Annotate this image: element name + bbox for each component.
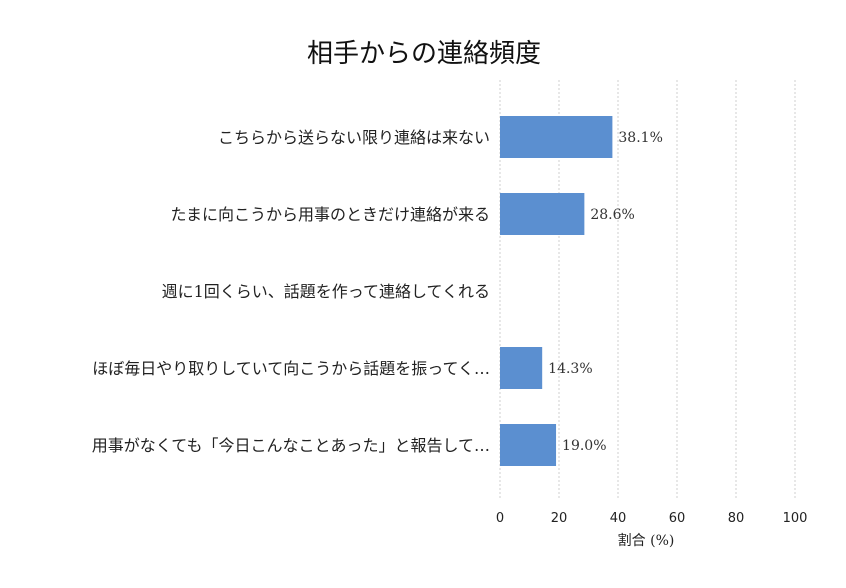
value-label-4: 14.3% <box>548 361 592 377</box>
category-label-3: 週に1回くらい、話題を作って連絡してくれる <box>162 282 490 301</box>
x-axis-label: 割合 (%) <box>618 532 675 549</box>
x-tick-label-100: 100 <box>783 511 808 526</box>
bars: 38.1% 28.6% 14.3% 19.0% <box>500 116 663 466</box>
bar-4 <box>500 347 543 389</box>
x-tick-label-40: 40 <box>610 511 627 526</box>
bar-1 <box>500 116 613 158</box>
x-tick-label-0: 0 <box>496 511 504 526</box>
x-tick-label-80: 80 <box>728 511 745 526</box>
category-label-1: こちらから送らない限り連絡は来ない <box>218 128 490 147</box>
category-label-5: 用事がなくても「今日こんなことあった」と報告して… <box>92 436 490 455</box>
x-tick-label-60: 60 <box>669 511 686 526</box>
value-label-5: 19.0% <box>562 438 606 454</box>
category-label-4: ほぼ毎日やり取りしていて向こうから話題を振ってく… <box>92 359 490 378</box>
category-label-2: たまに向こうから用事のときだけ連絡が来る <box>170 205 490 224</box>
bar-2 <box>500 193 585 235</box>
chart-title: 相手からの連絡頻度 <box>307 39 541 69</box>
category-labels: こちらから送らない限り連絡は来ないたまに向こうから用事のときだけ連絡が来る週に1… <box>92 128 490 455</box>
value-label-2: 28.6% <box>590 207 634 223</box>
bar-5 <box>500 424 557 466</box>
x-tick-labels: 0 20 40 60 80 100 <box>496 511 808 526</box>
x-tick-label-20: 20 <box>551 511 568 526</box>
value-label-1: 38.1% <box>618 130 662 146</box>
